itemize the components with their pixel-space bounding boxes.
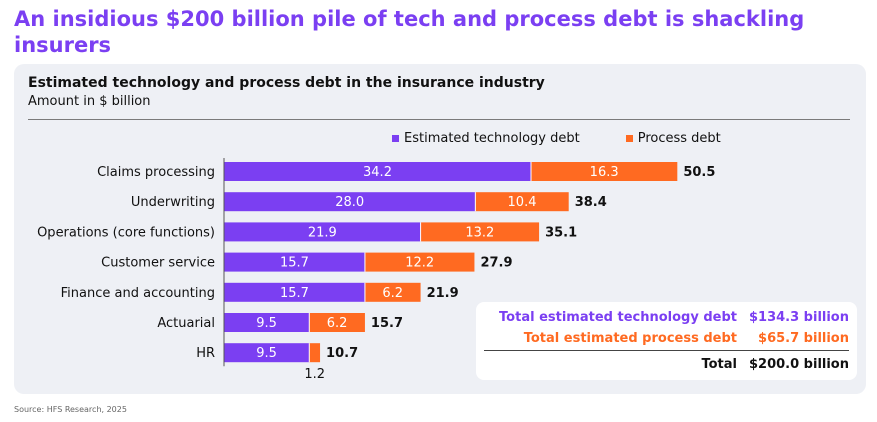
summary-process-label: Total estimated process debt [523, 331, 737, 346]
bar-tech-value: 28.0 [335, 195, 364, 210]
chart-title: Estimated technology and process debt in… [28, 75, 545, 91]
category-label: Finance and accounting [61, 286, 215, 301]
bar-tech-value: 15.7 [280, 286, 309, 301]
category-label: Actuarial [157, 316, 215, 331]
legend-label-process: Process debt [637, 131, 721, 146]
summary-row-tech: Total estimated technology debt $134.3 b… [499, 310, 849, 325]
summary-process-value: $65.7 billion [758, 331, 849, 346]
bar-tech-value: 21.9 [308, 225, 337, 240]
category-label: HR [196, 346, 215, 361]
bar-process-value: 13.2 [465, 225, 494, 240]
bar-process [364, 282, 421, 302]
chart-subtitle: Amount in $ billion [28, 94, 151, 109]
bar-process-value: 1.2 [304, 367, 325, 382]
category-label: Claims processing [97, 165, 215, 180]
bar-total-value: 15.7 [371, 316, 403, 331]
summary-tech-label: Total estimated technology debt [499, 310, 737, 325]
summary-total-label: Total [701, 357, 737, 372]
bar-tech [224, 192, 476, 212]
title-divider [28, 119, 850, 120]
summary-box: Total estimated technology debt $134.3 b… [476, 302, 857, 380]
legend-swatch-tech [392, 135, 399, 142]
bar-process-value: 6.2 [327, 316, 348, 331]
legend-swatch-process [625, 135, 633, 142]
summary-row-total: Total $200.0 billion [701, 357, 849, 372]
page-title: An insidious $200 billion pile of tech a… [14, 7, 805, 57]
source-note: Source: HFS Research, 2025 [14, 405, 127, 414]
category-label: Operations (core functions) [37, 225, 215, 240]
bar-process-value: 12.2 [405, 256, 434, 271]
bar-total-value: 38.4 [575, 195, 607, 210]
bar-tech-value: 9.5 [256, 346, 277, 361]
category-label: Customer service [101, 256, 215, 271]
bar-process-value: 16.3 [590, 165, 619, 180]
bar-tech [224, 162, 531, 181]
bar-process-value: 10.4 [508, 195, 537, 210]
summary-row-process: Total estimated process debt $65.7 billi… [524, 331, 849, 346]
summary-divider [484, 350, 849, 351]
bar-tech [224, 343, 310, 363]
bar-total-value: 21.9 [427, 286, 459, 301]
bar-total-value: 35.1 [545, 225, 577, 240]
bar-tech [224, 282, 365, 302]
bar-process [420, 222, 540, 242]
bar-tech-value: 15.7 [280, 256, 309, 271]
bar-total-value: 50.5 [683, 165, 715, 180]
legend-label-tech: Estimated technology debt [404, 131, 580, 146]
bar-process [475, 192, 569, 212]
bar-process [309, 313, 365, 332]
bar-tech [224, 313, 310, 332]
bar-total-value: 10.7 [326, 346, 358, 361]
legend-item-process: Process debt [625, 131, 721, 146]
bar-process-value: 6.2 [382, 286, 403, 301]
bar-tech [224, 252, 365, 272]
bar-tech-value: 34.2 [363, 165, 392, 180]
bar-process [364, 252, 475, 272]
bar-total-value: 27.9 [480, 256, 512, 271]
bar-tech-value: 9.5 [256, 316, 277, 331]
bar-tech [224, 222, 421, 242]
chart-legend: Estimated technology debt Process debt [392, 131, 721, 146]
summary-total-value: $200.0 billion [748, 357, 849, 372]
category-label: Underwriting [131, 195, 215, 210]
bar-process [531, 162, 678, 181]
legend-item-tech: Estimated technology debt [392, 131, 580, 146]
summary-tech-value: $134.3 billion [748, 310, 849, 325]
bar-process [309, 343, 321, 363]
